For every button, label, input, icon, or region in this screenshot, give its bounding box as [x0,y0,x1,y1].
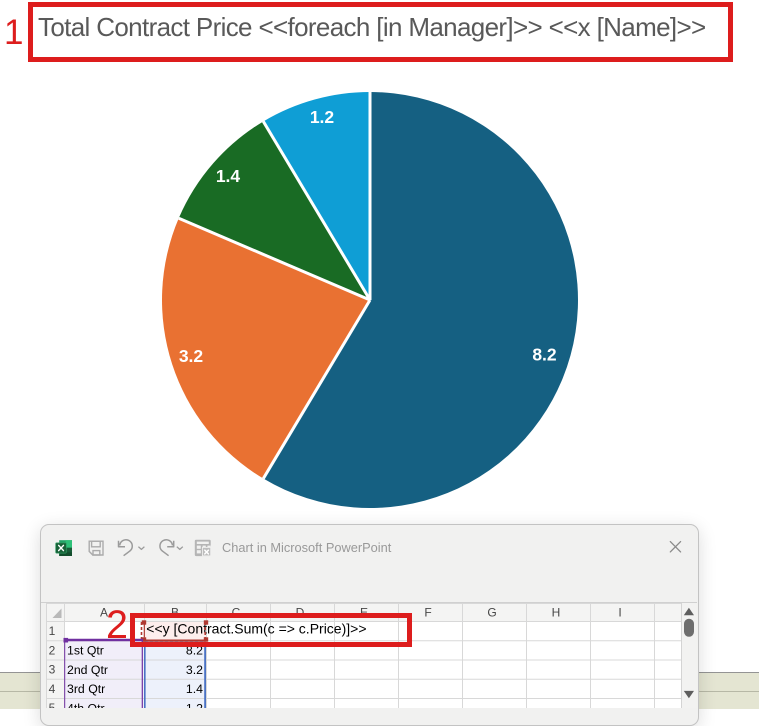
svg-text:1.4: 1.4 [186,682,203,696]
svg-text:D: D [296,606,305,620]
svg-text:1: 1 [49,624,56,638]
svg-text:4th Qtr: 4th Qtr [67,701,105,708]
svg-text:3: 3 [49,663,56,677]
svg-text:3rd Qtr: 3rd Qtr [67,682,105,696]
svg-text:3.2: 3.2 [186,663,203,677]
svg-text:1.4: 1.4 [216,166,241,186]
svg-text:E: E [360,606,368,620]
svg-text:5: 5 [49,701,56,708]
svg-text:B: B [171,606,179,620]
svg-text:1.2: 1.2 [310,107,335,127]
svg-text:8.2: 8.2 [186,644,203,658]
svg-text:1st Qtr: 1st Qtr [67,644,104,658]
svg-text:A: A [100,606,108,620]
svg-text:2nd Qtr: 2nd Qtr [67,663,108,677]
svg-text:4: 4 [49,682,56,696]
svg-text:3.2: 3.2 [179,346,204,366]
svg-text:C: C [232,606,241,620]
svg-text:G: G [487,606,496,620]
svg-text:1.2: 1.2 [186,701,203,708]
svg-text:H: H [552,606,561,620]
svg-text:I: I [618,606,621,620]
svg-text:<<y [Contract.Sum(c => c.Price: <<y [Contract.Sum(c => c.Price)]>> [146,620,366,636]
svg-text:2: 2 [49,644,56,658]
svg-text:F: F [424,606,431,620]
svg-text:8.2: 8.2 [532,344,557,364]
